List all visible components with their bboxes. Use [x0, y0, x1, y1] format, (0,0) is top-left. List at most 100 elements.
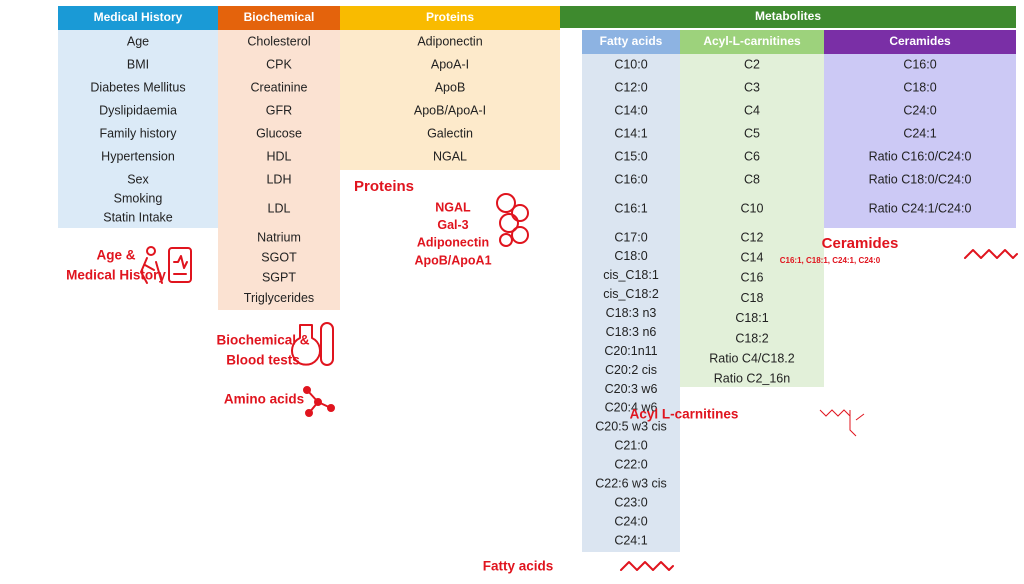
item: C10 — [741, 201, 764, 215]
item: C5 — [744, 126, 760, 140]
cell-background — [680, 30, 824, 54]
cell-background — [58, 6, 218, 30]
item: C3 — [744, 80, 760, 94]
item: ApoB — [435, 80, 466, 94]
column-header: Fatty acids — [600, 34, 663, 48]
item: LDH — [266, 172, 291, 186]
icons — [140, 193, 1018, 571]
item: CPK — [266, 57, 292, 71]
item: C14 — [741, 250, 764, 264]
category-label: Proteins — [354, 178, 414, 195]
category-label: Gal-3 — [437, 218, 468, 232]
cell-background — [680, 54, 824, 387]
item: C24:1 — [614, 533, 647, 547]
cell-background — [582, 54, 680, 552]
category-label: Blood tests — [226, 353, 300, 368]
icon-protein — [496, 193, 529, 247]
item: Age — [127, 34, 149, 48]
item: C22:0 — [614, 458, 647, 472]
item: C24:0 — [903, 103, 936, 117]
item: C6 — [744, 149, 760, 163]
item: Natrium — [257, 230, 301, 244]
item: C14:1 — [614, 126, 647, 140]
item: SGPT — [262, 271, 296, 285]
item: C16 — [741, 271, 764, 285]
item: Ratio C4/C18.2 — [709, 351, 795, 365]
cell-background — [582, 30, 680, 54]
cell-background — [560, 6, 1016, 28]
item: Adiponectin — [417, 34, 482, 48]
category-label: Fatty acids — [483, 559, 554, 574]
item: C24:1 — [903, 126, 936, 140]
icon-person — [140, 257, 163, 284]
cell-background — [58, 30, 218, 228]
item: C18:0 — [903, 80, 936, 94]
column-header: Ceramides — [889, 34, 951, 48]
item: Triglycerides — [244, 291, 314, 305]
item: Ratio C2_16n — [714, 372, 790, 386]
item: C20:3 w6 — [605, 382, 658, 396]
item: Galectin — [427, 126, 473, 140]
item: cis_C18:1 — [603, 268, 659, 282]
item: GFR — [266, 103, 292, 117]
icon-person — [146, 246, 156, 256]
category-label: Ceramides — [822, 235, 899, 252]
icon-carnitine — [819, 409, 865, 437]
item: C12:0 — [614, 80, 647, 94]
item: C20:1n11 — [604, 344, 657, 358]
item: C4 — [744, 103, 760, 117]
item: Ratio C24:1/C24:0 — [869, 201, 972, 215]
icon-chain — [964, 249, 1018, 259]
category-label: Amino acids — [224, 392, 304, 407]
icon-flask — [291, 324, 321, 366]
category-label: Acyl L-carnitines — [630, 407, 739, 422]
column-header: Acyl-L-carnitines — [703, 34, 801, 48]
item: C16:0 — [614, 172, 647, 186]
column-header: Proteins — [426, 10, 474, 24]
category-label: ApoB/ApoA1 — [414, 253, 491, 267]
cell-background — [218, 30, 340, 310]
item: Creatinine — [251, 80, 308, 94]
item: LDL — [268, 201, 291, 215]
icon-tube — [320, 322, 334, 366]
icon-clipboard — [168, 247, 192, 283]
item: Diabetes Mellitus — [90, 80, 185, 94]
item: C18:3 n6 — [606, 325, 657, 339]
item: C18:2 — [735, 331, 768, 345]
cell-background — [340, 6, 560, 30]
icon-chain — [620, 561, 674, 571]
column-header: Medical History — [94, 10, 183, 24]
cell-background — [218, 6, 340, 30]
item: Cholesterol — [247, 34, 310, 48]
column-header: Biochemical — [244, 10, 315, 24]
item: C10:0 — [614, 57, 647, 71]
item: C23:0 — [614, 495, 647, 509]
item: C22:6 w3 cis — [595, 476, 667, 490]
cell-background — [824, 54, 1016, 228]
item: C21:0 — [614, 439, 647, 453]
item: C18:3 n3 — [606, 306, 657, 320]
item: SGOT — [261, 250, 297, 264]
item: Ratio C18:0/C24:0 — [869, 172, 972, 186]
item: C18:1 — [735, 311, 768, 325]
item: Smoking — [114, 191, 163, 205]
item: HDL — [266, 149, 291, 163]
category-label: Medical History — [66, 268, 166, 283]
cell-background — [340, 30, 560, 170]
item: Statin Intake — [103, 210, 173, 224]
item: ApoB/ApoA-I — [414, 103, 486, 117]
item: Family history — [99, 126, 177, 140]
icon-molecule — [303, 386, 335, 417]
item: C24:0 — [614, 514, 647, 528]
category-label: Adiponectin — [417, 236, 489, 250]
item: C20:5 w3 cis — [595, 420, 667, 434]
backgrounds — [58, 6, 1016, 552]
item: C14:0 — [614, 103, 647, 117]
item: ApoA-I — [431, 57, 469, 71]
item: C12 — [741, 230, 764, 244]
item: C20:4 w6 — [605, 401, 658, 415]
category-label: Biochemical & — [216, 333, 309, 348]
icon-clipboard — [173, 255, 188, 275]
item: C16:1 — [614, 201, 647, 215]
